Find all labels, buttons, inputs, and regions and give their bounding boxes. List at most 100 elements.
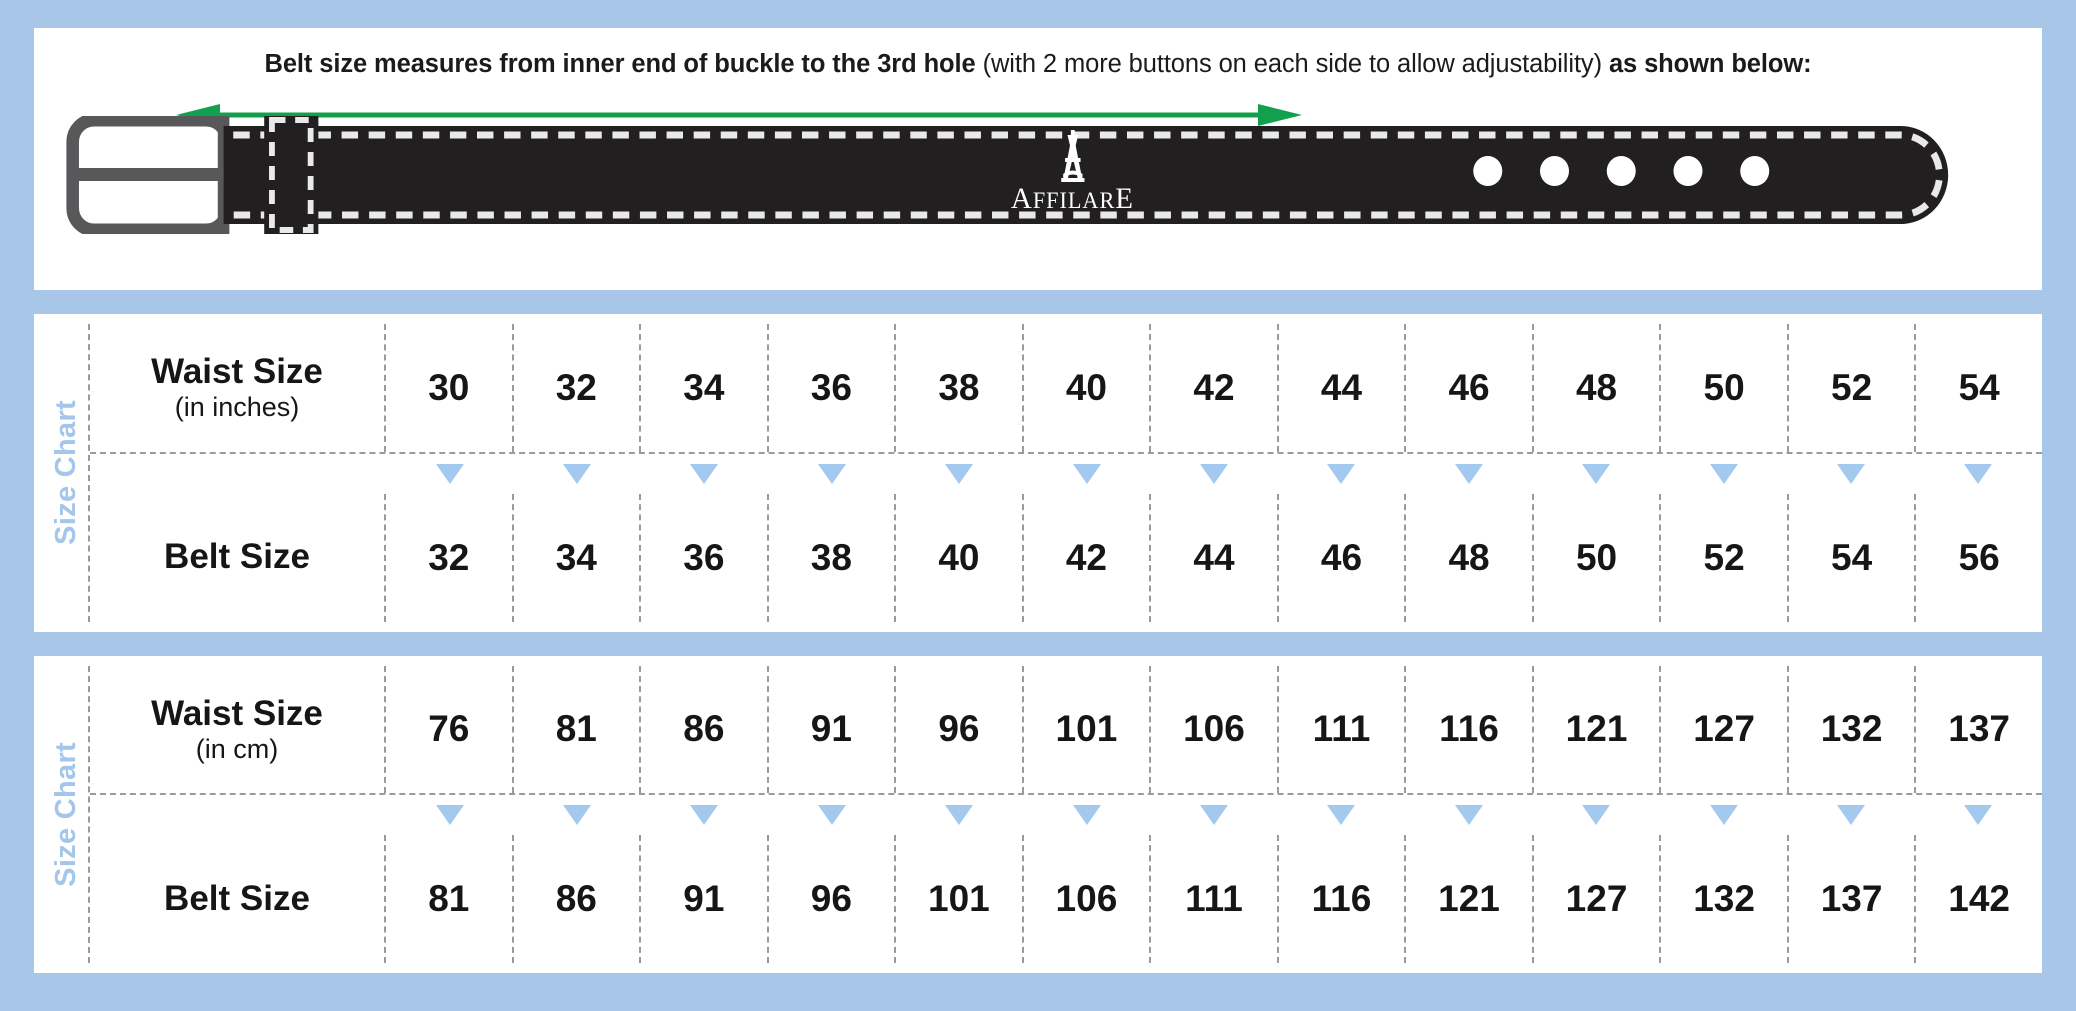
waist-label: Waist Size	[151, 352, 323, 392]
belt-cell: 86	[514, 835, 642, 963]
belt-cell: 56	[1958, 536, 2000, 578]
waist-cell: 137	[1948, 708, 2010, 750]
waist-cell: 38	[896, 324, 1024, 452]
map-arrow-cell	[1915, 805, 2042, 826]
map-arrow-cell	[1660, 805, 1787, 826]
map-arrow-cell	[1533, 805, 1660, 826]
waist-cell: 42	[1151, 324, 1279, 452]
mapping-arrows-inches	[90, 454, 2042, 494]
down-arrow-icon	[690, 463, 719, 484]
down-arrow-icon	[1454, 805, 1483, 826]
map-arrow-cell	[1278, 805, 1405, 826]
map-arrow-cell	[768, 805, 895, 826]
waist-cell: 106	[1151, 665, 1279, 794]
map-arrow-cell	[1660, 463, 1787, 484]
map-arrow-cell	[768, 463, 895, 484]
down-arrow-icon	[1709, 805, 1738, 826]
headline-normal-middle: (with 2 more buttons on each side to all…	[975, 50, 1609, 78]
headline-bold-tail: as shown below:	[1608, 50, 1812, 78]
belt-cell: 121	[1406, 835, 1534, 963]
waist-cell: 54	[1958, 366, 2000, 408]
belt-values-inches: 32 34 36 38 40 42 44 46 48 50 52 54 56	[386, 493, 2042, 622]
down-arrow-icon	[945, 805, 974, 826]
down-arrow-icon	[1582, 805, 1611, 826]
belt-cell: 36	[641, 493, 769, 622]
brand-wordmark: AFFILARE	[1011, 183, 1134, 216]
belt-cell: 111	[1151, 835, 1279, 963]
belt-cell: 132	[1661, 835, 1789, 963]
waist-cell: 127	[1661, 665, 1789, 794]
down-arrow-icon	[1836, 805, 1865, 826]
down-arrow-icon	[1200, 463, 1229, 484]
belt-cell: 34	[514, 493, 642, 622]
belt-cell: 46	[1279, 493, 1407, 622]
down-arrow-icon	[435, 463, 464, 484]
belt-hole	[1473, 156, 1503, 186]
waist-cell: 52	[1789, 324, 1917, 452]
belt-hole	[1673, 156, 1703, 186]
waist-cell: 46	[1406, 324, 1534, 452]
down-arrow-icon	[817, 463, 846, 484]
belt-values-cm: 81 86 91 96 101 106 111 116 121 127 132 …	[386, 835, 2042, 963]
belt-holes	[1473, 156, 1770, 186]
map-arrow-cell	[1915, 463, 2042, 484]
map-arrow-cell	[513, 805, 640, 826]
map-arrow-cell	[386, 463, 513, 484]
belt-keeper-loop	[264, 116, 319, 234]
down-arrow-icon	[1964, 463, 1993, 484]
belt-cell: 106	[1024, 835, 1152, 963]
waist-cell: 32	[514, 324, 642, 452]
map-arrow-cell	[896, 463, 1023, 484]
waist-cell: 86	[641, 665, 769, 794]
size-chart-cm: Size Chart Waist Size (in cm) 76 81 86 9…	[34, 655, 2042, 974]
side-label-text: Size Chart	[49, 400, 82, 546]
side-label-text: Size Chart	[49, 741, 82, 887]
waist-cell: 116	[1406, 665, 1534, 794]
down-arrow-icon	[1454, 463, 1483, 484]
table-row-belt-cm: Belt Size 81 86 91 96 101 106 111 116 12…	[90, 835, 2042, 963]
belt-cell: 48	[1406, 493, 1534, 622]
belt-cell: 81	[386, 835, 514, 963]
belt-illustration-panel: Belt size measures from inner end of buc…	[34, 28, 2042, 290]
waist-cell: 34	[641, 324, 769, 452]
waist-cell: 81	[514, 665, 642, 794]
waist-values-cm: 76 81 86 91 96 101 106 111 116 121 127 1…	[386, 665, 2042, 794]
waist-cell: 91	[769, 665, 897, 794]
down-arrow-icon	[690, 805, 719, 826]
belt-hole	[1740, 156, 1770, 186]
size-chart-cm-body: Waist Size (in cm) 76 81 86 91 96 101 10…	[90, 656, 2042, 974]
mapping-arrows-cm	[90, 795, 2042, 835]
belt-cell: 38	[769, 493, 897, 622]
map-arrow-cell	[386, 805, 513, 826]
waist-cell: 101	[1024, 665, 1152, 794]
waist-cell: 111	[1279, 665, 1407, 794]
size-chart-side-label-inches: Size Chart	[44, 324, 90, 622]
belt-hole	[1540, 156, 1570, 186]
belt-cell: 127	[1534, 835, 1662, 963]
brand-logo: AFFILARE	[1011, 130, 1134, 216]
map-arrow-cell	[1150, 805, 1277, 826]
table-row-waist-inches: Waist Size (in inches) 30 32 34 36 38 40…	[90, 324, 2042, 454]
size-chart-side-label-cm: Size Chart	[44, 665, 90, 963]
belt-cell: 116	[1279, 835, 1407, 963]
down-arrow-icon	[1072, 463, 1101, 484]
headline-bold-lead: Belt size measures from inner end of buc…	[264, 50, 976, 78]
belt-strap	[223, 126, 1949, 224]
down-arrow-icon	[817, 805, 846, 826]
size-chart-inches: Size Chart Waist Size (in inches) 30 32 …	[34, 314, 2042, 632]
map-arrow-cell	[896, 805, 1023, 826]
down-arrow-icon	[563, 805, 592, 826]
down-arrow-icon	[1327, 805, 1356, 826]
map-arrow-cell	[1405, 805, 1532, 826]
table-row-waist-cm: Waist Size (in cm) 76 81 86 91 96 101 10…	[90, 665, 2042, 796]
map-arrow-cell	[1405, 463, 1532, 484]
down-arrow-icon	[435, 805, 464, 826]
down-arrow-icon	[1327, 463, 1356, 484]
map-arrow-cell	[641, 805, 768, 826]
table-row-belt-inches: Belt Size 32 34 36 38 40 42 44 46 48 50 …	[90, 493, 2042, 622]
waist-unit: (in cm)	[195, 733, 279, 764]
down-arrow-icon	[945, 463, 974, 484]
page-title: Belt size measures from inner end of buc…	[34, 50, 2042, 79]
belt-cell: 52	[1661, 493, 1789, 622]
down-arrow-icon	[1200, 805, 1229, 826]
